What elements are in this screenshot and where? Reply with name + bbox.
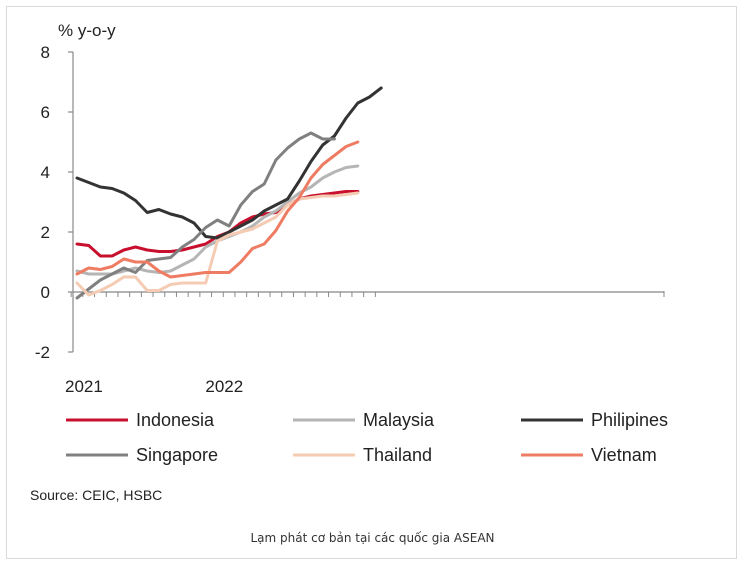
y-tick-label: 4: [41, 163, 50, 182]
y-tick-label: -2: [35, 343, 50, 362]
legend-label-thailand: Thailand: [363, 445, 432, 465]
legend-label-vietnam: Vietnam: [591, 445, 657, 465]
legend-label-malaysia: Malaysia: [363, 410, 435, 430]
x-tick-label: 2021: [65, 377, 103, 396]
series-line-singapore: [75, 131, 336, 300]
y-tick-label: 8: [41, 43, 50, 62]
series-line-vietnam: [75, 140, 360, 279]
line-chart: % y-o-y -2 0 2 4 6 8 2021 2022 Indonesia Malaysia P…: [30, 21, 668, 503]
y-tick-label: 6: [41, 103, 50, 122]
series-line-thailand: [75, 191, 360, 297]
legend-label-singapore: Singapore: [136, 445, 218, 465]
source-note: Source: CEIC, HSBC: [30, 487, 162, 503]
y-tick-label: 0: [41, 283, 50, 302]
figure-frame: [6, 6, 737, 559]
y-tick-label: 2: [41, 223, 50, 242]
legend-label-indonesia: Indonesia: [136, 410, 215, 430]
legend-label-philipines: Philipines: [591, 410, 668, 430]
x-tick-label: 2022: [205, 377, 243, 396]
y-axis-label: % y-o-y: [58, 21, 116, 40]
figure-caption: Lạm phát cơ bản tại các quốc gia ASEAN: [250, 531, 495, 545]
series-line-philipines: [75, 86, 383, 240]
